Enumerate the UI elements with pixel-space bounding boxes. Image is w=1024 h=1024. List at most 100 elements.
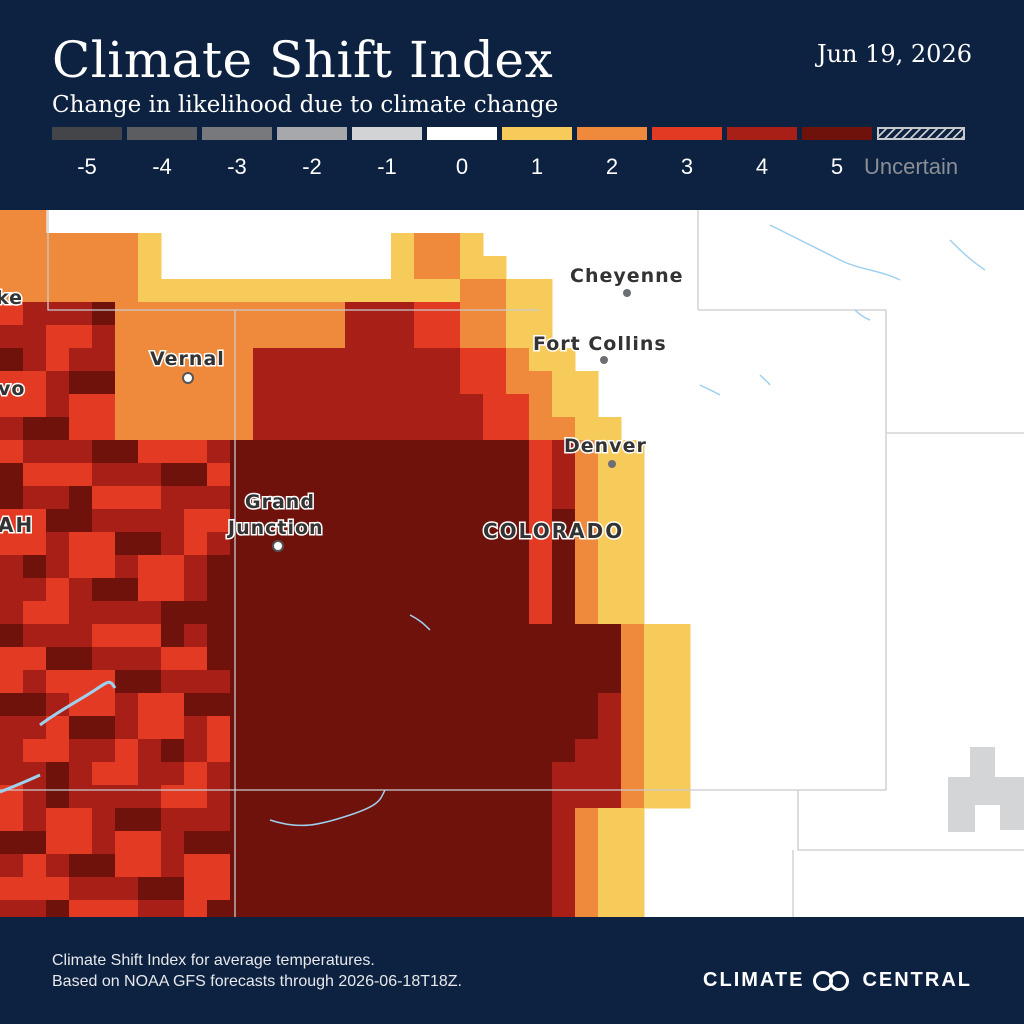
csi-cell [322,279,346,303]
csi-cell [230,279,254,303]
csi-cell [253,601,277,625]
csi-cell [437,716,461,740]
csi-cell [575,900,599,917]
city-label[interactable]: Cheyenne [569,264,685,289]
csi-cell [184,279,208,303]
csi-cell [414,739,438,763]
csi-cell [207,693,231,717]
csi-cell [184,440,208,464]
csi-cell [460,693,484,717]
csi-cell [299,417,323,441]
csi-cell [391,509,415,533]
csi-cell [184,624,208,648]
csi-cell [207,463,231,487]
city-label[interactable]: Vernal [149,347,226,372]
csi-cell [23,210,47,234]
csi-cell [667,647,691,671]
csi-cell [460,394,484,418]
csi-cell [115,509,139,533]
climate-shift-map[interactable]: Cheyenne Fort Collins Denver Vernal GrandJun… [0,210,1024,917]
csi-cell [253,624,277,648]
csi-cell [138,716,162,740]
city-label[interactable]: Fort Collins [532,332,668,357]
csi-cell [161,509,185,533]
csi-cell [69,831,93,855]
legend-swatch [52,127,122,140]
csi-cell [506,900,530,917]
csi-cell [345,739,369,763]
csi-cell [161,785,185,809]
csi-cell [0,463,24,487]
csi-cell [460,233,484,257]
csi-cell [23,854,47,878]
csi-cell [253,440,277,464]
csi-cell [92,233,116,257]
csi-cell [322,302,346,326]
csi-cell [460,762,484,786]
csi-cell [207,394,231,418]
csi-cell [69,670,93,694]
csi-cell [437,394,461,418]
csi-cell [230,578,254,602]
csi-cell [483,256,507,280]
csi-cell [598,463,622,487]
csi-cell [69,233,93,257]
csi-cell [299,808,323,832]
csi-cell [506,555,530,579]
csi-cell [115,854,139,878]
city-label[interactable]: ke [0,286,24,311]
city-label[interactable]: Denver [563,434,648,459]
csi-cell [138,900,162,917]
csi-cell [345,486,369,510]
csi-cell [391,762,415,786]
csi-cell [621,532,645,556]
brand-logo[interactable]: CLIMATE CENTRAL [703,969,972,992]
csi-cell [46,854,70,878]
csi-cell [483,509,507,533]
csi-cell [345,877,369,901]
csi-cell [46,900,70,917]
csi-cell [552,440,576,464]
csi-cell [414,647,438,671]
csi-cell [276,808,300,832]
csi-cell [598,877,622,901]
csi-cell [276,831,300,855]
csi-cell [115,601,139,625]
csi-cell [368,854,392,878]
csi-cell [391,302,415,326]
csi-cell [299,325,323,349]
csi-cell [345,325,369,349]
city-label[interactable]: Junction [225,516,325,541]
csi-cell [299,279,323,303]
csi-cell [230,877,254,901]
csi-cell [414,716,438,740]
csi-cell [161,670,185,694]
csi-cell [69,716,93,740]
legend-swatch [877,127,965,140]
city-label[interactable]: Grand [244,490,316,515]
csi-cell [667,739,691,763]
csi-cell [598,670,622,694]
csi-cell [207,532,231,556]
csi-cell [0,532,24,556]
csi-cell [506,670,530,694]
map[interactable]: Cheyenne Fort Collins Denver Vernal Grand Jun… [0,210,1024,917]
csi-cell [368,693,392,717]
csi-cell [598,831,622,855]
csi-cell [345,463,369,487]
rivers-lakes [0,224,986,827]
csi-cell [115,463,139,487]
csi-cell [23,509,47,533]
csi-cell [322,670,346,694]
csi-cell [368,555,392,579]
csi-cell [598,624,622,648]
csi-cell [115,394,139,418]
city-label[interactable]: vo [0,377,26,402]
csi-cell [621,440,645,464]
csi-cell [368,762,392,786]
csi-cell [276,624,300,648]
legend-swatch [427,127,497,140]
csi-cell [322,624,346,648]
csi-cell [506,348,530,372]
csi-cell [184,394,208,418]
